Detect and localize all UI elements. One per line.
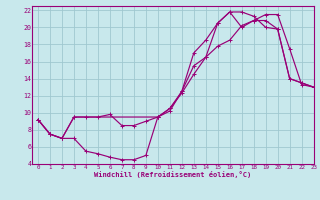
X-axis label: Windchill (Refroidissement éolien,°C): Windchill (Refroidissement éolien,°C) [94,171,252,178]
